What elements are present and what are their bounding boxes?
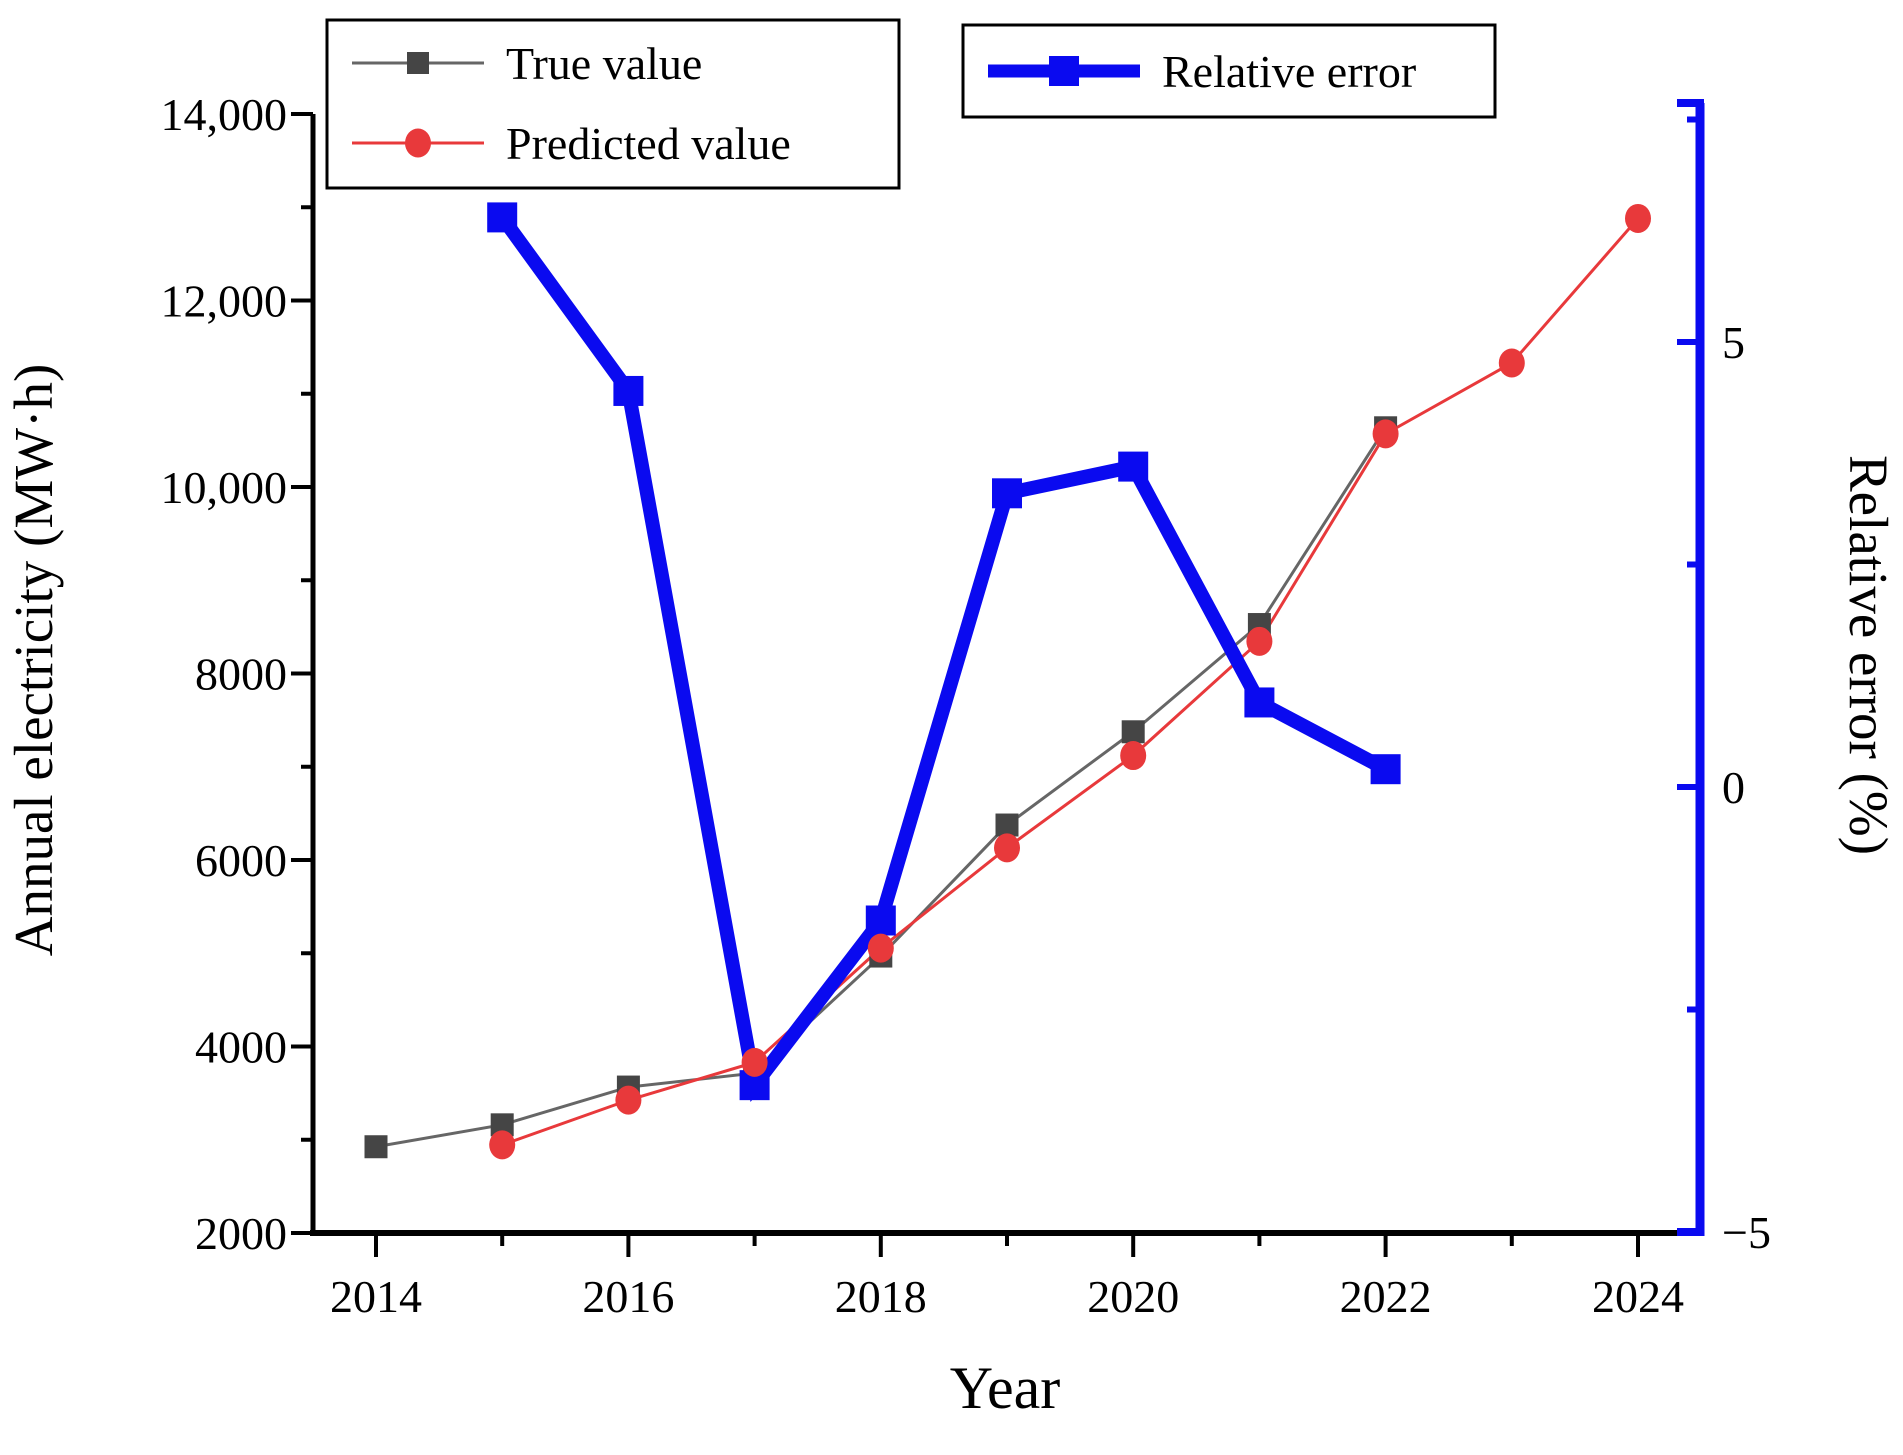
right-tick-label: −5 <box>1722 1207 1771 1258</box>
marker-relative-error <box>865 905 896 936</box>
marker-relative-error <box>487 202 518 233</box>
x-tick-label: 2022 <box>1340 1271 1432 1322</box>
x-tick-label: 2016 <box>582 1271 674 1322</box>
left-tick-label: 8000 <box>195 649 287 700</box>
marker-relative-error <box>1118 451 1149 482</box>
x-tick-label: 2020 <box>1087 1271 1179 1322</box>
legend-label-relative-error: Relative error <box>1162 46 1416 97</box>
marker-predicted-value <box>1372 419 1399 449</box>
legend-true-marker-sample <box>407 52 429 74</box>
left-tick-label: 14,000 <box>161 89 288 140</box>
legend-predicted-marker-sample <box>405 128 431 158</box>
legend-values-box <box>325 18 901 190</box>
marker-predicted-value <box>1246 626 1273 656</box>
marker-predicted-value <box>994 833 1020 863</box>
x-tick-label: 2014 <box>330 1271 422 1322</box>
legend-label-predicted-value: Predicted value <box>506 118 791 169</box>
marker-predicted-value <box>741 1047 768 1077</box>
left-tick-label: 6000 <box>195 835 287 886</box>
marker-true-value <box>364 1135 388 1159</box>
left-tick-label: 2000 <box>195 1208 287 1259</box>
x-tick-label: 2024 <box>1592 1271 1684 1322</box>
right-tick-label: 5 <box>1722 317 1745 368</box>
left-tick-label: 12,000 <box>161 276 288 327</box>
marker-predicted-value <box>1625 203 1651 233</box>
marker-predicted-value <box>1498 348 1525 378</box>
marker-predicted-value <box>1120 741 1147 771</box>
marker-relative-error <box>992 478 1022 509</box>
x-axis-title: Year <box>950 1355 1061 1421</box>
marker-relative-error <box>1244 687 1275 718</box>
marker-true-value <box>995 813 1019 837</box>
series-line-relative-error <box>496 213 1389 1102</box>
marker-relative-error <box>1370 754 1401 785</box>
right-tick-label: 0 <box>1722 762 1745 813</box>
legend-error-marker-sample <box>1049 56 1079 86</box>
legend-label-true-value: True value <box>506 38 702 89</box>
left-axis-title: Annual electricity (MW·h) <box>3 364 64 957</box>
marker-predicted-value <box>489 1130 516 1160</box>
series-line-predicted-value <box>501 217 1640 1147</box>
left-tick-label: 10,000 <box>161 462 288 513</box>
x-tick-label: 2018 <box>835 1271 927 1322</box>
marker-true-value <box>1121 720 1145 744</box>
right-axis-title: Relative error (%) <box>1838 455 1899 855</box>
left-tick-label: 4000 <box>195 1022 287 1073</box>
marker-relative-error <box>613 375 644 406</box>
marker-predicted-value <box>867 933 894 963</box>
marker-true-value <box>490 1113 514 1137</box>
marker-predicted-value <box>615 1085 642 1115</box>
